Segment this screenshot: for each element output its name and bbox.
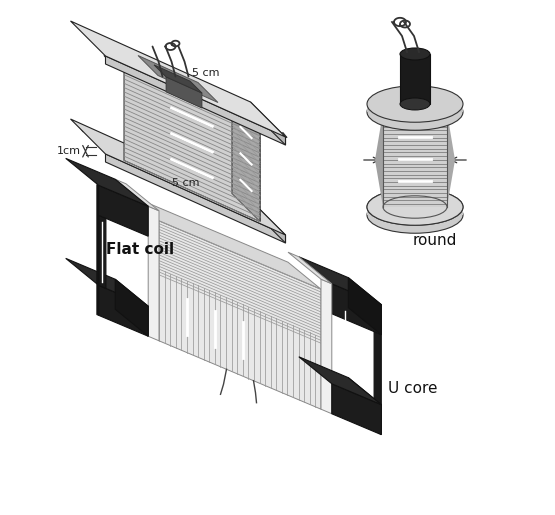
Polygon shape (383, 112, 447, 207)
Polygon shape (159, 221, 321, 409)
Polygon shape (447, 112, 455, 207)
Ellipse shape (367, 94, 463, 130)
Polygon shape (99, 215, 106, 288)
Ellipse shape (400, 48, 430, 60)
Polygon shape (367, 104, 463, 112)
Polygon shape (138, 56, 218, 102)
Polygon shape (105, 56, 285, 145)
Polygon shape (349, 278, 381, 335)
Polygon shape (70, 21, 285, 137)
Polygon shape (299, 357, 381, 405)
Polygon shape (332, 384, 381, 435)
Polygon shape (374, 332, 381, 405)
Polygon shape (400, 54, 430, 104)
Text: 5 cm: 5 cm (171, 178, 199, 187)
Text: 5 cm: 5 cm (191, 68, 219, 78)
Polygon shape (115, 279, 148, 336)
Polygon shape (65, 259, 148, 306)
Polygon shape (148, 206, 159, 341)
Polygon shape (154, 65, 202, 93)
Polygon shape (99, 185, 148, 236)
Ellipse shape (367, 197, 463, 233)
Ellipse shape (367, 189, 463, 225)
Polygon shape (65, 158, 148, 206)
Polygon shape (375, 112, 383, 207)
Polygon shape (232, 104, 260, 221)
Polygon shape (97, 184, 99, 315)
Polygon shape (288, 252, 332, 284)
Polygon shape (115, 179, 159, 211)
Ellipse shape (400, 98, 430, 110)
Polygon shape (349, 377, 381, 435)
Polygon shape (166, 77, 202, 108)
Polygon shape (124, 71, 260, 221)
Text: U core: U core (388, 381, 437, 396)
Polygon shape (70, 119, 285, 235)
Polygon shape (126, 194, 321, 289)
Polygon shape (299, 257, 381, 305)
Polygon shape (250, 200, 285, 243)
Polygon shape (105, 154, 285, 243)
Polygon shape (332, 284, 381, 335)
Text: round: round (413, 233, 457, 248)
Text: Flat coil: Flat coil (107, 243, 175, 258)
Polygon shape (367, 207, 463, 215)
Polygon shape (321, 279, 332, 414)
Polygon shape (250, 102, 285, 145)
Polygon shape (99, 285, 148, 336)
Text: 1cm: 1cm (57, 146, 80, 156)
Ellipse shape (367, 86, 463, 122)
Ellipse shape (367, 189, 463, 225)
